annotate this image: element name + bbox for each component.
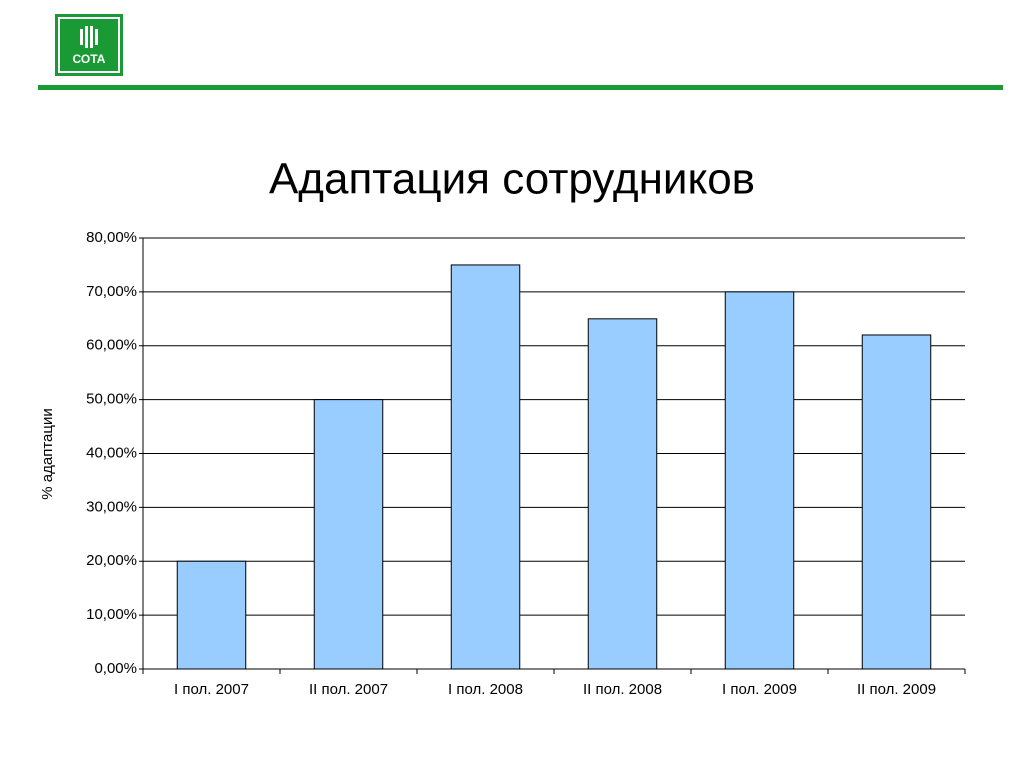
y-tick-label: 50,00% xyxy=(86,391,137,408)
y-tick-label: 20,00% xyxy=(86,552,137,569)
x-tick-label: I пол. 2008 xyxy=(448,681,523,698)
y-axis-label: % адаптации xyxy=(39,408,56,499)
x-tick-label: I пол. 2009 xyxy=(722,681,797,698)
y-tick-label: 0,00% xyxy=(94,660,137,677)
bar xyxy=(724,291,795,670)
x-tick-label: I пол. 2007 xyxy=(174,681,249,698)
chart-title: Адаптация сотрудников xyxy=(269,155,755,204)
y-tick-label: 40,00% xyxy=(86,444,137,461)
y-tick-label: 30,00% xyxy=(86,498,137,515)
logo-text: СОТА xyxy=(73,52,106,66)
y-tick-label: 60,00% xyxy=(86,337,137,354)
logo-frame xyxy=(58,17,120,73)
header-rule xyxy=(38,85,1003,90)
bar xyxy=(313,399,384,670)
y-tick-label: 80,00% xyxy=(86,229,137,246)
logo-icon xyxy=(80,26,98,48)
x-tick-label: II пол. 2008 xyxy=(583,681,662,698)
x-tick-label: II пол. 2007 xyxy=(309,681,388,698)
bar xyxy=(450,264,521,670)
x-tick-label: II пол. 2009 xyxy=(857,681,936,698)
y-tick-label: 70,00% xyxy=(86,283,137,300)
bar xyxy=(587,318,658,670)
logo-box xyxy=(55,14,123,76)
bar xyxy=(176,560,247,670)
y-tick-label: 10,00% xyxy=(86,606,137,623)
bar xyxy=(861,334,932,670)
